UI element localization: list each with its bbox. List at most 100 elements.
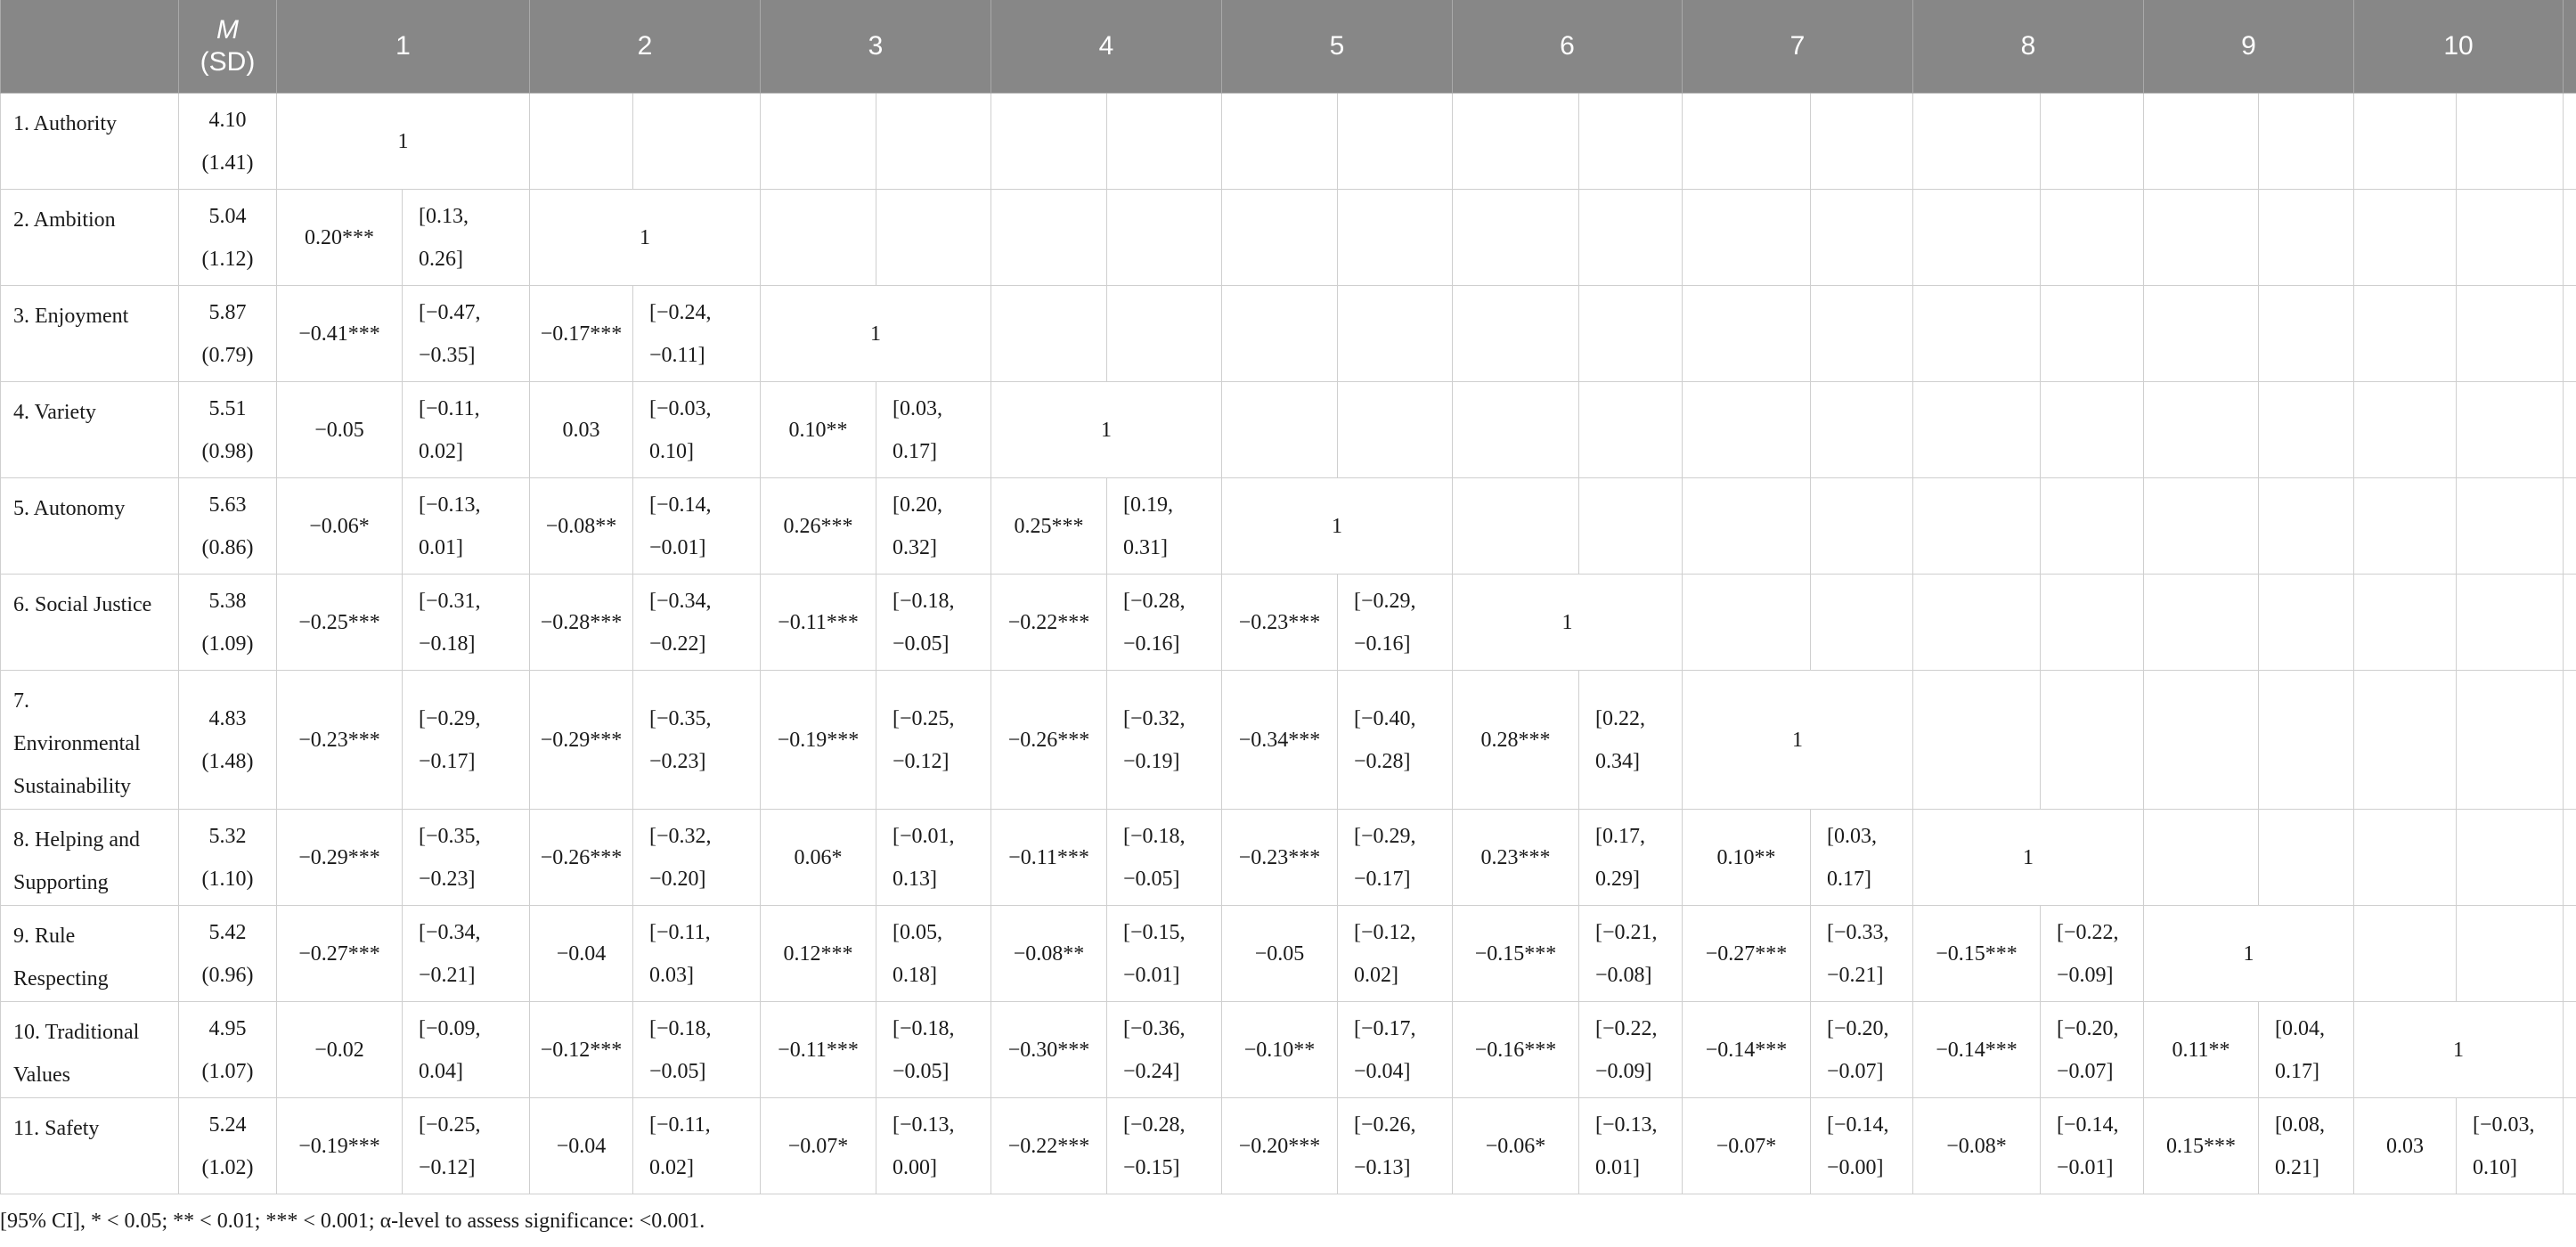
mean-value: 4.95: [208, 1016, 247, 1040]
ci-lower: [−0.14,: [2057, 1113, 2119, 1137]
correlation-coefficient: −0.04: [529, 1097, 633, 1194]
diagonal-cell: 1: [990, 381, 1222, 478]
correlation-coefficient: −0.23***: [1221, 809, 1338, 906]
confidence-interval: [−0.17, −0.04]: [1337, 1001, 1453, 1098]
correlation-coefficient: 0.10**: [1682, 809, 1811, 906]
row-label-line: Respecting: [13, 967, 109, 990]
ci-upper: −0.35]: [419, 343, 476, 367]
empty-cell: [876, 189, 991, 286]
ci-upper: −0.05]: [1123, 867, 1180, 891]
empty-cell: [2353, 905, 2457, 1002]
empty-cell: [2258, 189, 2354, 286]
empty-cell: [2258, 381, 2354, 478]
ci-lower: [−0.35,: [419, 824, 481, 848]
ci-lower: [0.05,: [893, 920, 942, 944]
sd-value: (0.98): [201, 439, 254, 463]
table-row: 7. Environmental Sustainability 4.83 (1.48) −…: [0, 670, 2576, 810]
empty-cell: [1912, 285, 2041, 382]
header-mean-label: M: [216, 15, 239, 45]
empty-cell: [1682, 189, 1811, 286]
ci-lower: [0.03,: [1827, 824, 1877, 848]
ci-upper: 0.21]: [2275, 1155, 2319, 1179]
row-label: 5. Autonomy: [0, 477, 179, 575]
empty-cell: [1221, 93, 1338, 190]
row-label-line: 11. Safety: [13, 1117, 100, 1140]
mean-sd-cell: 5.32 (1.10): [178, 809, 277, 906]
confidence-interval: [−0.36, −0.24]: [1106, 1001, 1222, 1098]
ci-lower: [0.19,: [1123, 493, 1173, 517]
confidence-interval: [−0.29, −0.16]: [1337, 574, 1453, 671]
correlation-coefficient: −0.15***: [1912, 905, 2041, 1002]
correlation-coefficient: −0.17***: [529, 285, 633, 382]
empty-cell: [2563, 285, 2576, 382]
empty-cell: [2040, 477, 2144, 575]
ci-lower: [−0.20,: [2057, 1016, 2119, 1040]
empty-cell: [1106, 285, 1222, 382]
empty-cell: [1682, 285, 1811, 382]
empty-cell: [1452, 477, 1579, 575]
confidence-interval: [−0.14, −0.01]: [632, 477, 761, 575]
empty-cell: [1221, 189, 1338, 286]
empty-cell: [1337, 285, 1453, 382]
empty-cell: [2563, 381, 2576, 478]
empty-cell: [1578, 381, 1683, 478]
row-label-line: 7.: [13, 689, 29, 713]
empty-cell: [1810, 189, 1913, 286]
row-label: 4. Variety: [0, 381, 179, 478]
correlation-coefficient: 0.11**: [2143, 1001, 2259, 1098]
correlation-coefficient: −0.08**: [529, 477, 633, 575]
confidence-interval: [−0.28, −0.16]: [1106, 574, 1222, 671]
empty-cell: [1912, 477, 2041, 575]
correlation-coefficient: 0.20***: [276, 189, 403, 286]
correlation-coefficient: −0.16***: [1452, 1001, 1579, 1098]
empty-cell: [2563, 477, 2576, 575]
row-label-line: 4. Variety: [13, 401, 96, 424]
empty-cell: [529, 93, 633, 190]
correlation-coefficient: −0.06*: [276, 477, 403, 575]
row-label-line: 10. Traditional: [13, 1021, 140, 1044]
mean-value: 5.51: [208, 396, 247, 420]
ci-upper: 0.17]: [1827, 867, 1871, 891]
mean-value: 5.42: [208, 920, 247, 944]
confidence-interval: [−0.21, −0.08]: [1578, 905, 1683, 1002]
ci-lower: [−0.14,: [649, 493, 712, 517]
empty-cell: [1682, 381, 1811, 478]
empty-cell: [2353, 574, 2457, 671]
empty-cell: [2143, 285, 2259, 382]
ci-upper: −0.04]: [1354, 1059, 1411, 1083]
ci-upper: 0.34]: [1595, 749, 1640, 773]
header-column-10: 10: [2353, 0, 2564, 94]
empty-cell: [2143, 477, 2259, 575]
ci-lower: [0.22,: [1595, 706, 1645, 730]
empty-cell: [1578, 93, 1683, 190]
diagonal-cell: 1: [1682, 670, 1913, 810]
sd-value: (1.10): [201, 867, 254, 891]
table-row: 8. Helping and Supporting 5.32 (1.10) −0.29*…: [0, 809, 2576, 906]
empty-cell: [760, 93, 876, 190]
row-label: 9. Rule Respecting: [0, 905, 179, 1002]
empty-cell: [2040, 189, 2144, 286]
empty-cell: [1337, 189, 1453, 286]
ci-lower: [−0.29,: [1354, 824, 1416, 848]
mean-value: 5.38: [208, 589, 247, 613]
empty-cell: [760, 189, 876, 286]
row-label-line: 1. Authority: [13, 112, 118, 135]
empty-cell: [2563, 1001, 2576, 1098]
confidence-interval: [−0.26, −0.13]: [1337, 1097, 1453, 1194]
ci-lower: [−0.40,: [1354, 706, 1416, 730]
empty-cell: [990, 189, 1107, 286]
confidence-interval: [−0.22, −0.09]: [1578, 1001, 1683, 1098]
header-variable-column: [0, 0, 179, 94]
empty-cell: [2353, 670, 2457, 810]
mean-value: 5.24: [208, 1113, 247, 1137]
correlation-coefficient: −0.11***: [760, 574, 876, 671]
correlation-coefficient: −0.07*: [1682, 1097, 1811, 1194]
confidence-interval: [−0.24, −0.11]: [632, 285, 761, 382]
empty-cell: [2258, 670, 2354, 810]
confidence-interval: [−0.18, −0.05]: [632, 1001, 761, 1098]
header-column-2: 2: [529, 0, 761, 94]
empty-cell: [1912, 93, 2041, 190]
header-column-6: 6: [1452, 0, 1683, 94]
ci-lower: [−0.25,: [893, 706, 955, 730]
empty-cell: [2040, 670, 2144, 810]
